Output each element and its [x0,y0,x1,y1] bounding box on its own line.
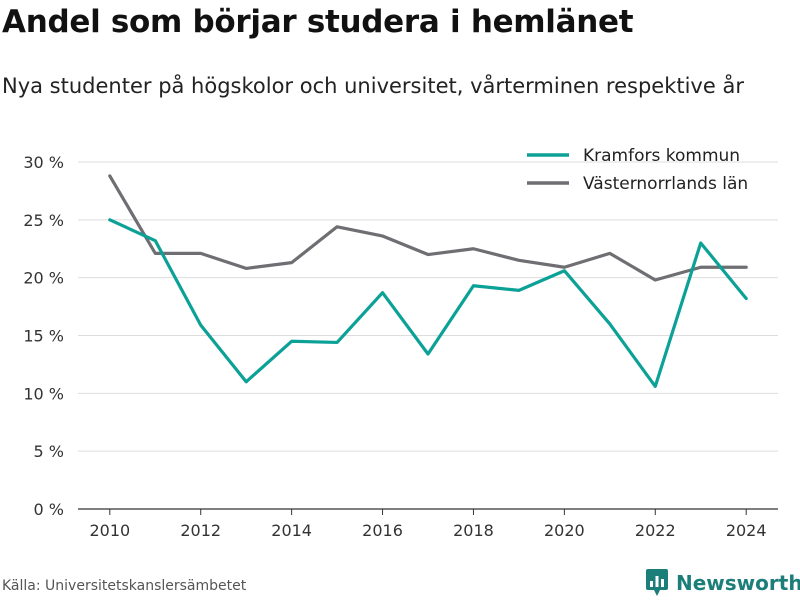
x-tick-label: 2014 [271,521,312,540]
x-tick-labels: 2010 2012 2014 2016 2018 2020 2022 2024 [89,509,767,540]
legend: Kramfors kommun Västernorrlands län [527,146,748,194]
y-tick-label: 5 % [34,442,64,461]
source-note: Källa: Universitetskanslersämbetet [2,578,247,594]
legend-label: Kramfors kommun [583,146,740,166]
x-tick-label: 2012 [180,521,221,540]
legend-label: Västernorrlands län [583,174,748,194]
x-tick-label: 2016 [362,521,403,540]
y-tick-label: 15 % [23,327,64,346]
x-tick-label: 2020 [544,521,585,540]
y-tick-label: 0 % [34,500,64,519]
series-lines [108,174,748,388]
y-tick-labels: 0 % 5 % 10 % 15 % 20 % 25 % 30 % [23,153,64,519]
x-tick-label: 2010 [89,521,130,540]
x-tick-label: 2022 [635,521,676,540]
y-tick-label: 30 % [23,153,64,172]
chart-title: Andel som börjar studera i hemlänet [2,4,634,40]
y-tick-label: 25 % [23,211,64,230]
y-tick-label: 20 % [23,269,64,288]
chart-subtitle: Nya studenter på högskolor och universit… [2,74,744,98]
newsworthy-logo: Newsworthy [644,568,800,598]
x-tick-label: 2018 [453,521,494,540]
series-line-kramfors [108,218,748,388]
grid-lines [78,161,778,510]
y-tick-label: 10 % [23,384,64,403]
newsworthy-logo-icon [646,569,668,596]
x-tick-label: 2024 [726,521,767,540]
series-line-vasternorrland [108,174,748,282]
brand-name: Newsworthy [676,571,800,595]
